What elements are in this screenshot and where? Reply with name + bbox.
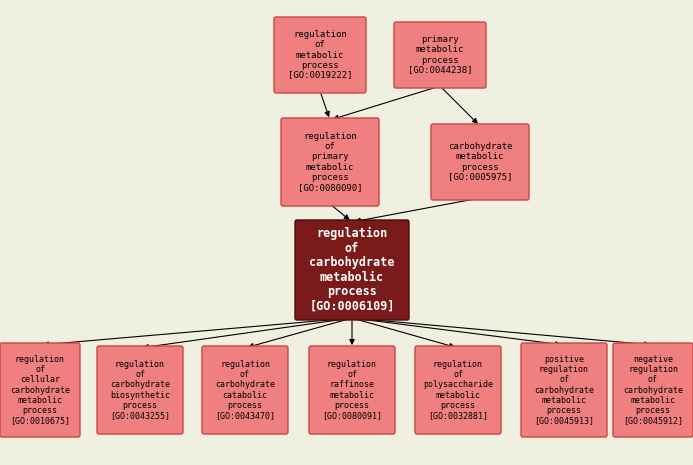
Text: regulation
of
carbohydrate
biosynthetic
process
[GO:0043255]: regulation of carbohydrate biosynthetic … [110, 360, 170, 419]
FancyBboxPatch shape [281, 118, 379, 206]
Text: carbohydrate
metabolic
process
[GO:0005975]: carbohydrate metabolic process [GO:00059… [448, 142, 512, 181]
FancyBboxPatch shape [613, 343, 693, 437]
FancyBboxPatch shape [274, 17, 366, 93]
FancyBboxPatch shape [295, 220, 409, 320]
FancyBboxPatch shape [202, 346, 288, 434]
Text: negative
regulation
of
carbohydrate
metabolic
process
[GO:0045912]: negative regulation of carbohydrate meta… [623, 355, 683, 425]
FancyBboxPatch shape [0, 343, 80, 437]
Text: regulation
of
polysaccharide
metabolic
process
[GO:0032881]: regulation of polysaccharide metabolic p… [423, 360, 493, 419]
FancyBboxPatch shape [431, 124, 529, 200]
Text: regulation
of
raffinose
metabolic
process
[GO:0080091]: regulation of raffinose metabolic proces… [322, 360, 382, 419]
FancyBboxPatch shape [309, 346, 395, 434]
Text: regulation
of
carbohydrate
catabolic
process
[GO:0043470]: regulation of carbohydrate catabolic pro… [215, 360, 275, 419]
FancyBboxPatch shape [394, 22, 486, 88]
Text: regulation
of
metabolic
process
[GO:0019222]: regulation of metabolic process [GO:0019… [288, 30, 352, 80]
Text: regulation
of
cellular
carbohydrate
metabolic
process
[GO:0010675]: regulation of cellular carbohydrate meta… [10, 355, 70, 425]
FancyBboxPatch shape [521, 343, 607, 437]
Text: primary
metabolic
process
[GO:0044238]: primary metabolic process [GO:0044238] [407, 35, 472, 74]
FancyBboxPatch shape [415, 346, 501, 434]
FancyBboxPatch shape [97, 346, 183, 434]
Text: positive
regulation
of
carbohydrate
metabolic
process
[GO:0045913]: positive regulation of carbohydrate meta… [534, 355, 594, 425]
Text: regulation
of
primary
metabolic
process
[GO:0080090]: regulation of primary metabolic process … [298, 133, 362, 192]
Text: regulation
of
carbohydrate
metabolic
process
[GO:0006109]: regulation of carbohydrate metabolic pro… [309, 227, 395, 313]
